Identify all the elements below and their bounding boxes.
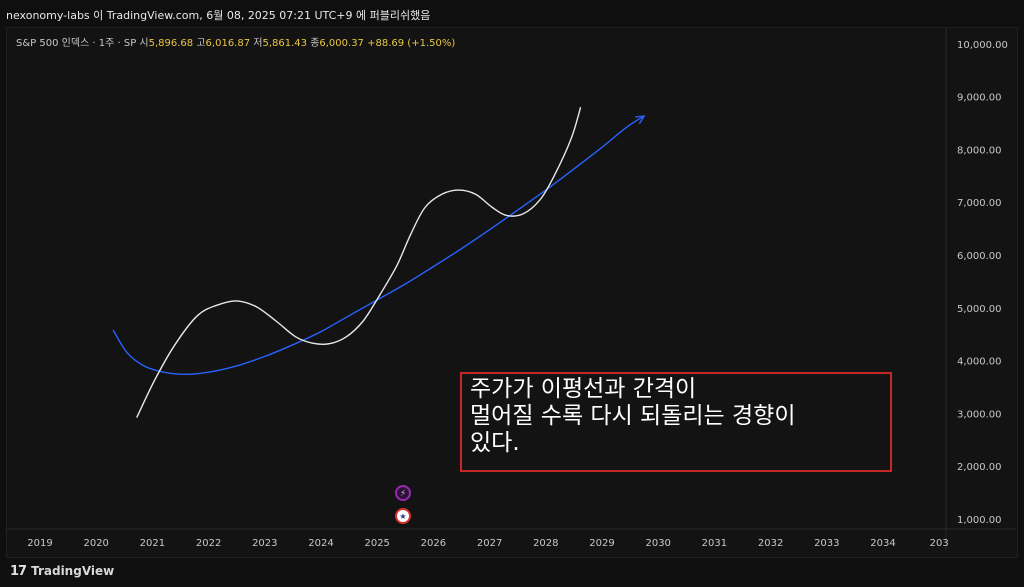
y-tick-label: 3,000.00 (957, 409, 1002, 420)
tradingview-brand: TradingView (31, 564, 115, 578)
moving-average-arrow-icon (635, 115, 646, 125)
x-tick-label: 2019 (27, 538, 52, 549)
y-tick-label: 8,000.00 (957, 145, 1002, 156)
open-label: 시 (139, 38, 149, 49)
publish-note: nexonomy-labs 이 TradingView.com, 6월 08, … (6, 9, 431, 22)
y-tick-label: 9,000.00 (957, 93, 1002, 104)
change-value: +88.69 (+1.50%) (367, 38, 456, 49)
x-tick-label: 2033 (814, 538, 839, 549)
symbol-name[interactable]: S&P 500 인덱스 · 1주 · SP (16, 38, 137, 49)
annotation-box[interactable]: 주가가 이평선과 간격이 멀어질 수록 다시 되돌리는 경향이 있다. (460, 372, 892, 472)
y-tick-label: 2,000.00 (957, 462, 1002, 473)
y-tick-label: 7,000.00 (957, 198, 1002, 209)
annotation-line-2: 멀어질 수록 다시 되돌리는 경향이 (470, 403, 796, 429)
x-tick-label: 2023 (252, 538, 277, 549)
x-tick-label: 2032 (758, 538, 783, 549)
low-label: 저 (253, 38, 263, 49)
chart-frame[interactable] (6, 27, 1018, 558)
us-flag-icon[interactable]: ★ (395, 508, 411, 524)
moving-average-line (112, 115, 645, 376)
close-label: 종 (310, 38, 320, 49)
high-label: 고 (196, 38, 206, 49)
x-tick-label: 2031 (702, 538, 727, 549)
x-tick-label: 2029 (589, 538, 614, 549)
y-tick-label: 6,000.00 (957, 251, 1002, 262)
symbol-legend: S&P 500 인덱스 · 1주 · SP 시5,896.68 고6,016.8… (16, 34, 455, 49)
y-tick-label: 10,000.00 (957, 40, 1008, 51)
low-value: 5,861.43 (262, 38, 307, 49)
x-tick-label: 2027 (477, 538, 502, 549)
footer-bar (0, 558, 1024, 587)
tradingview-logo-icon: 17 (10, 564, 27, 579)
y-tick-label: 5,000.00 (957, 304, 1002, 315)
x-tick-label: 2030 (645, 538, 670, 549)
high-value: 6,016.87 (205, 38, 251, 49)
publish-info-bar: nexonomy-labs 이 TradingView.com, 6월 08, … (0, 0, 1024, 27)
x-tick-label: 2024 (308, 538, 333, 549)
y-tick-label: 4,000.00 (957, 357, 1002, 368)
x-tick-label: 2028 (533, 538, 558, 549)
x-tick-label: 2025 (364, 538, 389, 549)
y-tick-label: 1,000.00 (957, 515, 1002, 526)
annotation-line-3: 있다. (470, 430, 520, 456)
annotation-line-1: 주가가 이평선과 간격이 (470, 376, 697, 402)
x-tick-label: 2020 (83, 538, 108, 549)
x-tick-label: 203 (930, 538, 949, 549)
tradingview-logo[interactable]: 17 TradingView (10, 564, 114, 579)
x-tick-label: 2026 (421, 538, 446, 549)
x-tick-label: 2034 (870, 538, 895, 549)
x-tick-label: 2022 (196, 538, 221, 549)
price-curve-line (136, 107, 582, 418)
close-value: 6,000.37 (319, 38, 364, 49)
lightning-icon[interactable]: ⚡ (395, 485, 411, 501)
open-value: 5,896.68 (148, 38, 194, 49)
x-tick-label: 2021 (140, 538, 165, 549)
